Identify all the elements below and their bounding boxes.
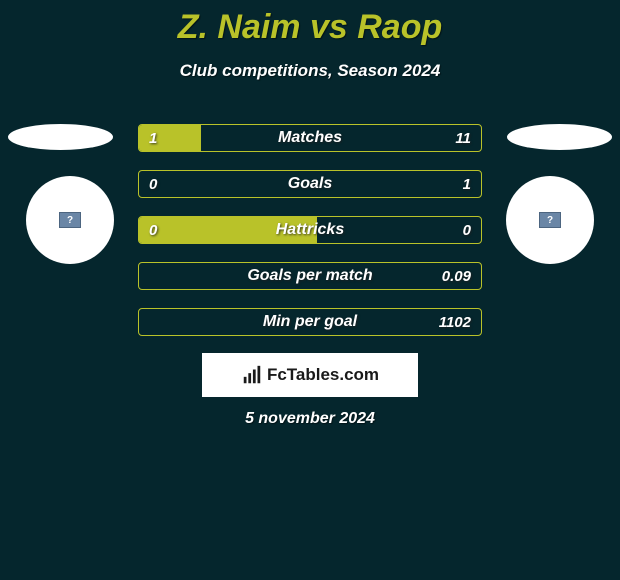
stat-label: Matches: [139, 125, 481, 151]
player-right-avatar: [506, 176, 594, 264]
stat-row: 1102Min per goal: [138, 308, 482, 336]
footer-date: 5 november 2024: [0, 410, 620, 428]
oval-top-right: [507, 124, 612, 150]
stat-label: Goals per match: [139, 263, 481, 289]
stat-row: 0.09Goals per match: [138, 262, 482, 290]
stats-container: 111Matches 01Goals 00Hattricks 0.09Goals pe…: [138, 124, 482, 354]
page-title: Z. Naim vs Raop: [0, 0, 620, 47]
chart-icon: [241, 364, 263, 386]
stat-label: Hattricks: [139, 217, 481, 243]
branding-text: FcTables.com: [267, 365, 379, 385]
player-left-avatar: [26, 176, 114, 264]
stat-row: 00Hattricks: [138, 216, 482, 244]
stat-label: Goals: [139, 171, 481, 197]
placeholder-icon: [539, 212, 561, 228]
stat-row: 01Goals: [138, 170, 482, 198]
stat-row: 111Matches: [138, 124, 482, 152]
branding-label: FcTables.com: [241, 364, 379, 386]
branding-box[interactable]: FcTables.com: [202, 353, 418, 397]
placeholder-icon: [59, 212, 81, 228]
page-subtitle: Club competitions, Season 2024: [0, 61, 620, 81]
oval-top-left: [8, 124, 113, 150]
stat-label: Min per goal: [139, 309, 481, 335]
